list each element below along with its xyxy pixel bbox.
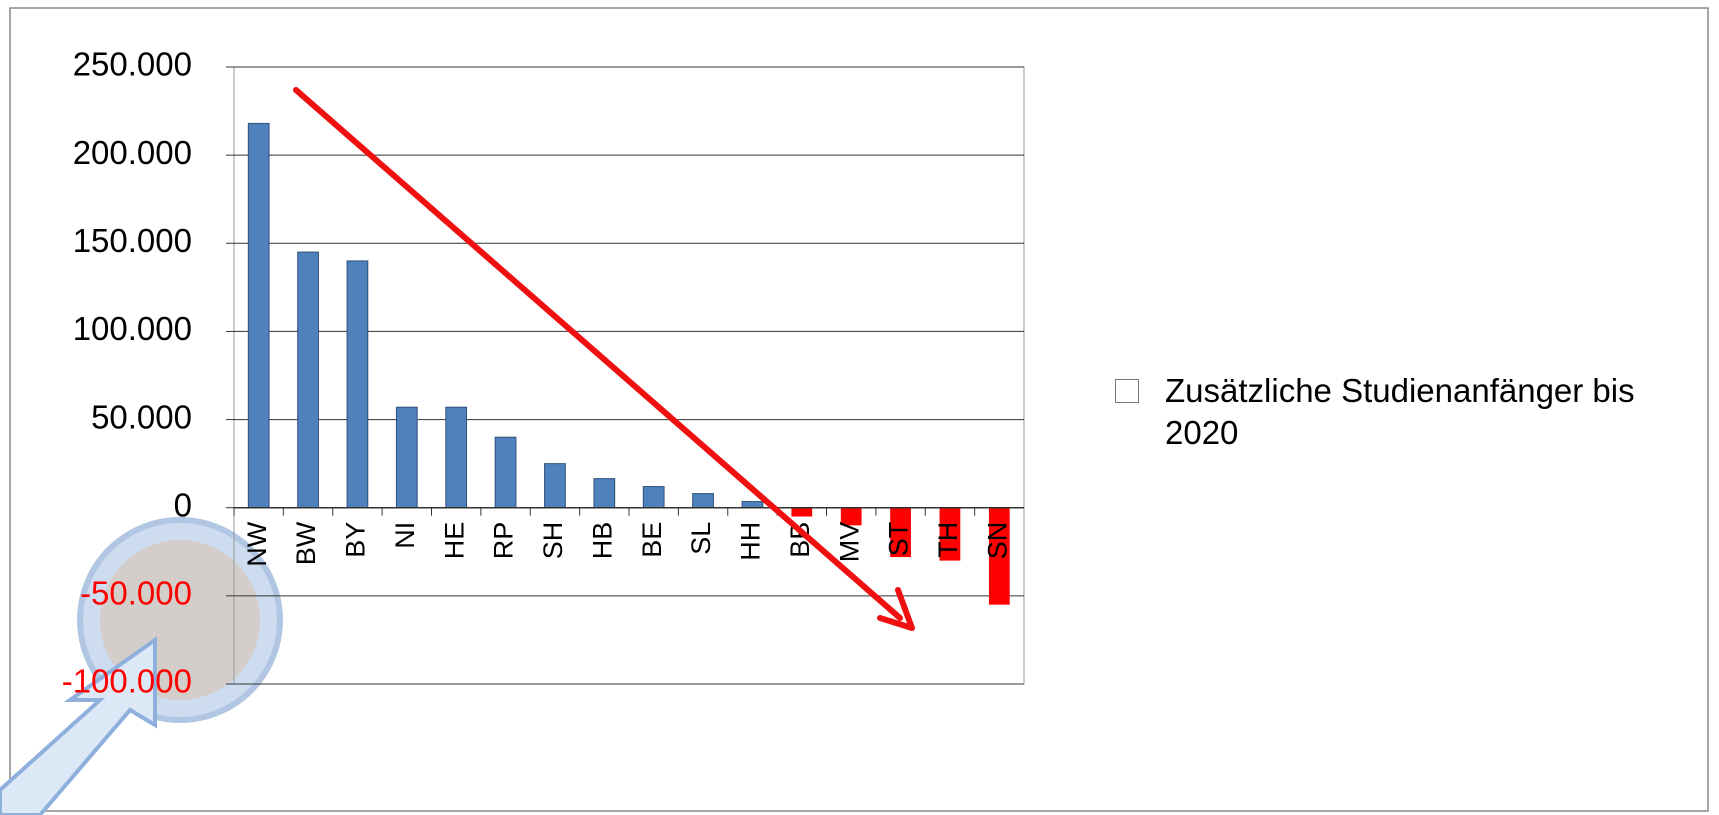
x-tick-label: NW [242,521,272,566]
x-tick-label: NI [390,522,420,549]
y-tick-label: -100.000 [62,663,192,700]
bar [248,123,269,507]
y-tick-label: 0 [174,486,192,523]
x-tick-label: SL [686,522,716,555]
x-tick-label: HE [439,522,469,560]
y-tick-label: 200.000 [73,134,192,171]
bar [446,407,467,507]
x-tick-label: SN [982,522,1012,560]
legend: Zusätzliche Studienanfänger bis 2020 [1165,370,1685,454]
bar [693,494,714,508]
legend-marker [1115,379,1139,403]
y-tick-label: 50.000 [91,398,192,435]
page: -100.000 -50.000 0 50.000 100.000 150.000 200.… [0,0,1719,815]
x-tick-label: RP [489,522,519,560]
x-tick-label: ST [884,522,914,557]
x-tick-label: BW [291,521,321,565]
bar [495,437,516,508]
x-tick-label: HB [587,522,617,560]
x-tick-label: BY [341,522,371,558]
bar [396,407,417,507]
y-tick-label: 250.000 [73,46,192,83]
bar [791,508,812,517]
bar [742,502,763,508]
y-tick-label: 150.000 [73,222,192,259]
x-tick-label: MV [834,522,864,563]
x-tick-label: SH [538,522,568,560]
bar [643,487,664,508]
y-tick-label: 100.000 [73,310,192,347]
bar [594,479,615,508]
x-tick-label: BE [637,522,667,558]
x-tick-label: TH [933,522,963,558]
x-tick-label: HH [736,522,766,561]
bar [545,464,566,508]
bar [347,261,368,508]
y-tick-label: -50.000 [80,575,192,612]
legend-label: Zusätzliche Studienanfänger bis 2020 [1165,372,1635,451]
bar [298,252,319,508]
